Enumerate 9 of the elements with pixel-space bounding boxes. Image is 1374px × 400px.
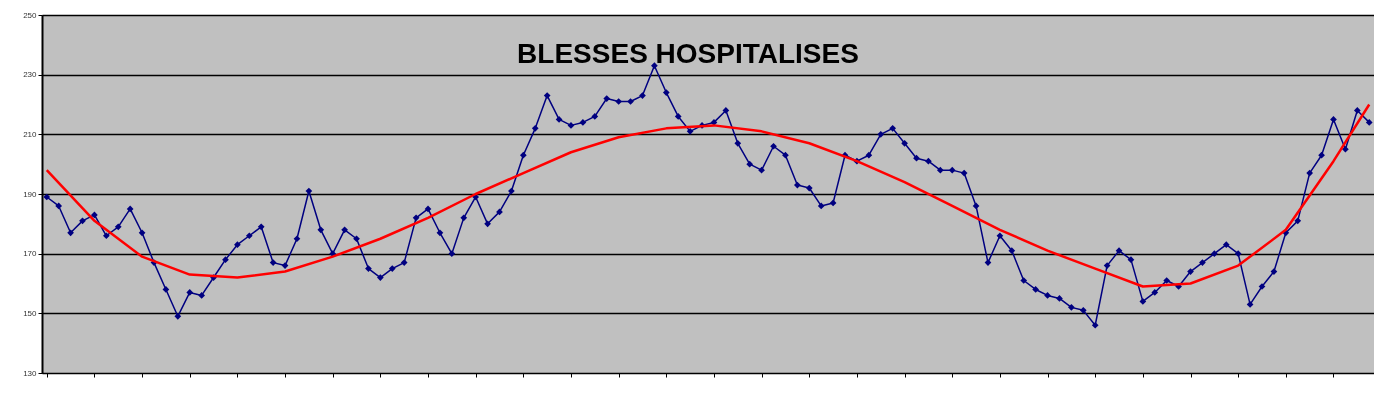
y-tick-label: 190 — [23, 189, 38, 199]
y-tick-label: 170 — [23, 249, 38, 259]
y-tick-label: 150 — [23, 308, 38, 318]
text: BLESSES HOSPITALISES — [517, 38, 859, 69]
y-tick-label: 130 — [23, 368, 38, 378]
y-tick-label: 210 — [23, 129, 38, 139]
line-series — [45, 103, 1371, 288]
y-tick-label: 230 — [23, 70, 38, 80]
y-tick-label: 250 — [23, 10, 38, 20]
